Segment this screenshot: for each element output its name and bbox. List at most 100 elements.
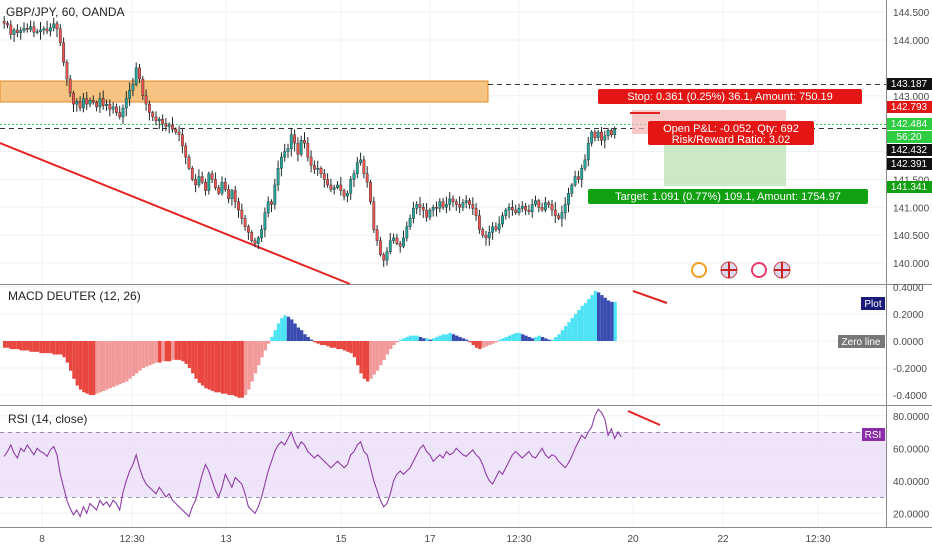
event-marker-2[interactable] <box>751 261 791 279</box>
candle <box>514 204 518 215</box>
candle <box>567 187 570 213</box>
candle <box>134 62 138 87</box>
macd-bar <box>32 341 36 352</box>
time-tick-label: 12:30 <box>506 534 531 545</box>
candle <box>613 126 617 139</box>
candle <box>540 202 544 212</box>
macd-bar <box>303 334 307 341</box>
macd-bar <box>253 341 258 374</box>
candle <box>375 225 379 246</box>
macd-bar <box>158 341 162 363</box>
candle <box>412 201 415 224</box>
macd-bar <box>280 318 284 341</box>
macd-bar <box>501 338 505 341</box>
candle <box>560 205 564 227</box>
candle <box>39 22 42 40</box>
macd-bar <box>237 341 241 398</box>
candle <box>408 214 412 230</box>
price-tag-l4-text: 142.432 <box>891 145 928 156</box>
macd-bar <box>69 341 73 371</box>
macd-bar <box>560 330 564 341</box>
price-tick-label: 140.500 <box>893 231 930 242</box>
macd-bar <box>9 341 13 350</box>
candle <box>286 143 290 158</box>
candle <box>319 166 323 178</box>
candle <box>174 127 178 135</box>
candle <box>547 200 551 209</box>
macd-bar <box>613 301 617 341</box>
macd-bar <box>382 341 386 360</box>
candle <box>435 201 438 217</box>
candle <box>273 178 277 210</box>
macd-bar <box>336 341 340 350</box>
macd-bar <box>316 341 320 344</box>
macd-bar <box>135 341 139 374</box>
macd-bar <box>392 341 396 346</box>
macd-bar <box>333 341 337 348</box>
candle <box>388 233 392 255</box>
target-label[interactable]: Target: 1.091 (0.77%) 109.1, Amount: 175… <box>588 189 868 204</box>
rsi-axis[interactable]: 80.0000 60.0000 40.0000 20.0000 <box>893 412 930 521</box>
macd-bar <box>550 339 555 341</box>
candle <box>530 198 534 218</box>
candle <box>596 129 600 141</box>
resistance-zone[interactable] <box>0 80 489 103</box>
macd-bar <box>85 341 89 394</box>
macd-bar <box>72 341 76 379</box>
pnl-label[interactable]: Open P&L: -0.052, Qty: 692 Risk/Reward R… <box>648 121 814 146</box>
macd-bar <box>610 301 614 341</box>
candle <box>217 184 221 195</box>
candle <box>128 82 131 106</box>
candle <box>220 176 224 196</box>
macd-bar <box>293 323 297 341</box>
stop-label[interactable]: Stop: 0.361 (0.25%) 36.1, Amount: 750.19 <box>598 89 862 104</box>
candle <box>362 155 366 179</box>
trend-line[interactable] <box>0 142 351 285</box>
candle <box>586 136 590 167</box>
macd-bar <box>573 314 578 341</box>
macd-bar <box>260 341 264 358</box>
macd-divergence-line <box>632 290 668 304</box>
candle <box>550 199 554 217</box>
macd-bar <box>62 341 66 358</box>
candle <box>68 74 72 97</box>
macd-plot-tag-text: Plot <box>864 299 881 310</box>
macd-histogram <box>3 291 617 398</box>
macd-bar <box>491 341 495 344</box>
candle <box>280 152 283 177</box>
macd-bar <box>296 327 300 341</box>
candle <box>289 127 293 157</box>
macd-bar <box>372 341 376 375</box>
macd-axis[interactable]: 0.4000 0.2000 0.0000 -0.2000 -0.4000 <box>893 283 927 402</box>
macd-bar <box>455 335 459 341</box>
candle <box>2 16 6 29</box>
event-marker-1[interactable] <box>691 261 738 279</box>
candle <box>372 196 376 233</box>
macd-bar <box>441 334 446 341</box>
macd-bar <box>567 322 571 341</box>
macd-bar <box>82 341 86 393</box>
candle <box>395 233 399 246</box>
candle <box>570 183 574 198</box>
macd-bar <box>240 341 244 398</box>
candle <box>425 202 428 222</box>
macd-bar <box>379 341 383 366</box>
candle <box>316 160 320 176</box>
candle <box>180 128 184 154</box>
macd-bar <box>313 341 317 343</box>
price-tick-label: 140.000 <box>893 259 930 270</box>
macd-bar <box>184 341 188 364</box>
candle <box>108 99 112 117</box>
candle <box>421 203 425 219</box>
candle <box>204 178 207 196</box>
candle <box>491 222 494 240</box>
macd-bar <box>540 336 545 341</box>
macd-bar <box>39 341 43 354</box>
candle <box>157 116 161 130</box>
macd-bar <box>389 341 393 350</box>
macd-bar <box>171 341 175 360</box>
time-axis[interactable]: 8 12:30 13 15 17 12:30 20 22 12:30 <box>39 534 831 545</box>
macd-bar <box>468 341 472 343</box>
candle <box>147 100 151 121</box>
